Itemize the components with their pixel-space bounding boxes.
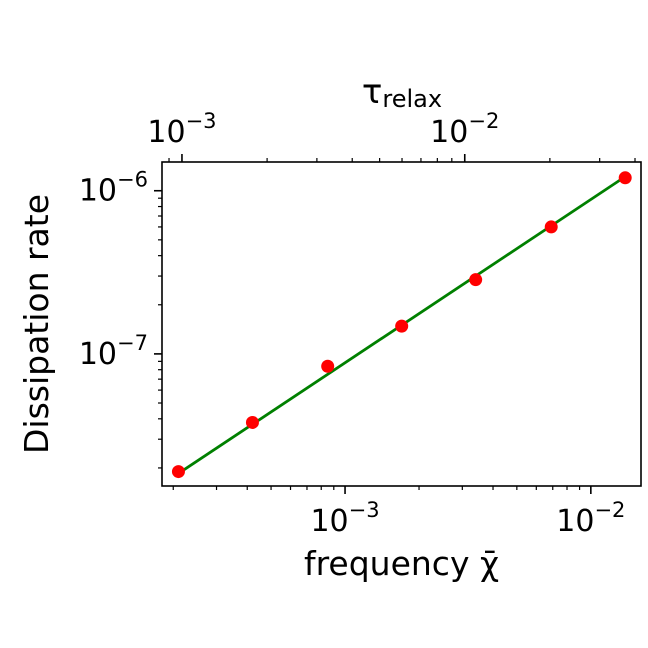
data-point [469,273,483,287]
top-x-tick-label: 10−3 [147,109,216,150]
data-point [245,415,259,429]
tick-label-base: 10 [79,337,117,372]
tick-label-exponent: −3 [349,498,380,522]
tick-label-base: 10 [310,504,348,539]
data-point [321,359,335,373]
top-axis-label-subscript: relax [382,85,442,113]
axis-labels: frequency χ̄ Dissipation rate τrelax [17,72,499,583]
tick-label-base: 10 [430,115,468,150]
tick-label-exponent: −2 [594,498,625,522]
x-axis-label: frequency χ̄ [304,544,499,583]
top-axis-label: τrelax [362,72,442,113]
tick-label-exponent: −3 [186,109,217,133]
top-axis-label-symbol: τ [362,72,382,112]
tick-label-base: 10 [147,115,185,150]
tick-label-exponent: −2 [468,109,499,133]
top-x-tick-label: 10−2 [430,109,499,150]
data-point [544,220,558,234]
plot-marks [171,171,632,479]
tick-label-exponent: −7 [117,331,148,355]
x-tick-label: 10−2 [556,498,625,539]
y-axis-label: Dissipation rate [17,194,56,454]
axis-ticks: 10−3 10−210−710−610−3 10−2 [79,109,636,539]
tick-label-base: 10 [79,174,117,209]
y-tick-label: 10−7 [79,331,148,372]
data-point [618,171,632,185]
tick-label-exponent: −6 [117,168,148,192]
y-tick-label: 10−6 [79,168,148,209]
data-point [395,319,409,333]
x-tick-label: 10−3 [310,498,379,539]
tick-label-base: 10 [556,504,594,539]
data-point [171,465,185,479]
